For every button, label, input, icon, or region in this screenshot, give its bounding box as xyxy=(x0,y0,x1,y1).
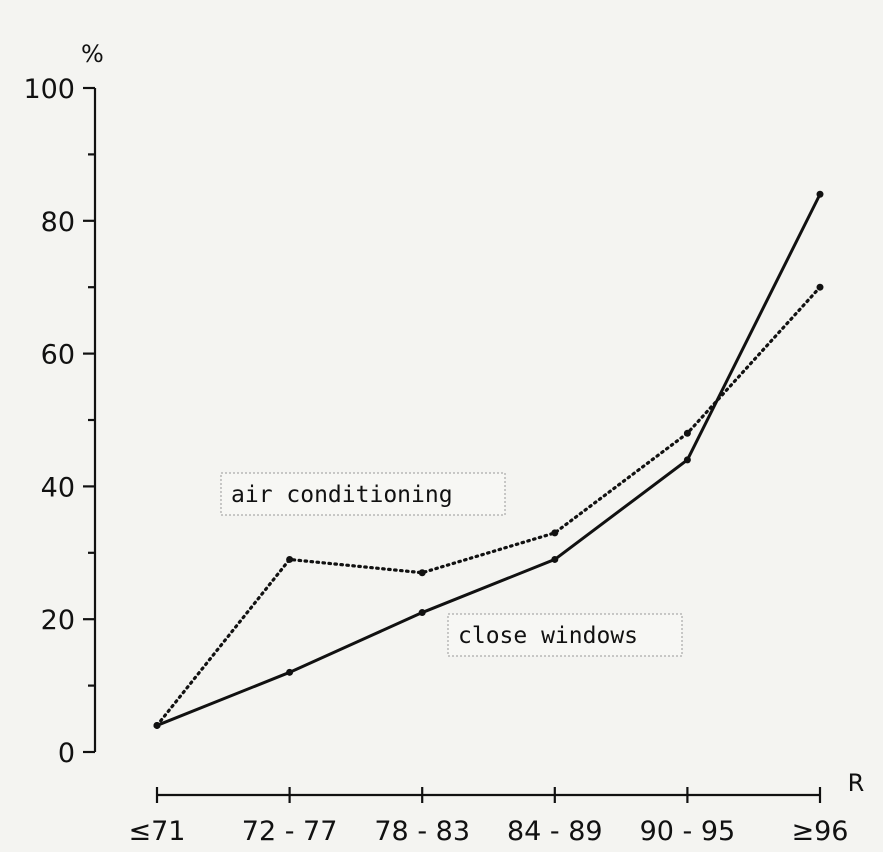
annotation-label: air conditioning xyxy=(231,482,453,508)
x-tick-label: ≥96 xyxy=(792,816,849,847)
data-point-close-windows xyxy=(418,609,426,617)
axes: 0 20 40 60 80 100% ≤71 72 - 77 78 - 83 84 - 89 90 … xyxy=(23,40,864,847)
annotation-layer: air conditioning close windows xyxy=(220,472,683,657)
data-point-air-conditioning xyxy=(418,569,426,577)
data-point-close-windows xyxy=(286,668,294,676)
series-line-close-windows xyxy=(156,193,822,727)
x-tick-label: 78 - 83 xyxy=(374,816,470,847)
data-point-close-windows xyxy=(816,190,824,198)
y-tick-label: 20 xyxy=(41,605,75,636)
y-tick-label: 100 xyxy=(23,74,75,105)
annotation-box xyxy=(220,472,506,516)
data-point-air-conditioning xyxy=(551,529,559,537)
series-layer xyxy=(153,190,824,729)
y-tick-label: 40 xyxy=(41,472,75,503)
data-point-close-windows xyxy=(683,456,691,464)
x-axis-label: R xyxy=(848,769,865,797)
y-tick-label: 80 xyxy=(41,207,75,238)
y-axis-unit: % xyxy=(81,40,104,68)
data-point-air-conditioning xyxy=(153,721,161,729)
y-tick-label: 60 xyxy=(41,340,75,371)
data-point-air-conditioning xyxy=(683,429,691,437)
series-line-air-conditioning xyxy=(155,285,822,728)
x-tick-label: 84 - 89 xyxy=(507,816,603,847)
y-tick-label: 0 xyxy=(58,738,75,769)
x-tick-label: 90 - 95 xyxy=(640,816,736,847)
annotation-close-windows: close windows xyxy=(447,613,683,657)
annotation-box xyxy=(447,613,683,657)
data-point-air-conditioning xyxy=(816,283,824,291)
data-point-air-conditioning xyxy=(286,555,294,563)
annotation-air-conditioning: air conditioning xyxy=(220,472,506,516)
x-tick-label: ≤71 xyxy=(129,816,186,847)
x-tick-label: 72 - 77 xyxy=(242,816,338,847)
data-point-close-windows xyxy=(551,555,559,563)
annotation-label: close windows xyxy=(458,623,638,649)
